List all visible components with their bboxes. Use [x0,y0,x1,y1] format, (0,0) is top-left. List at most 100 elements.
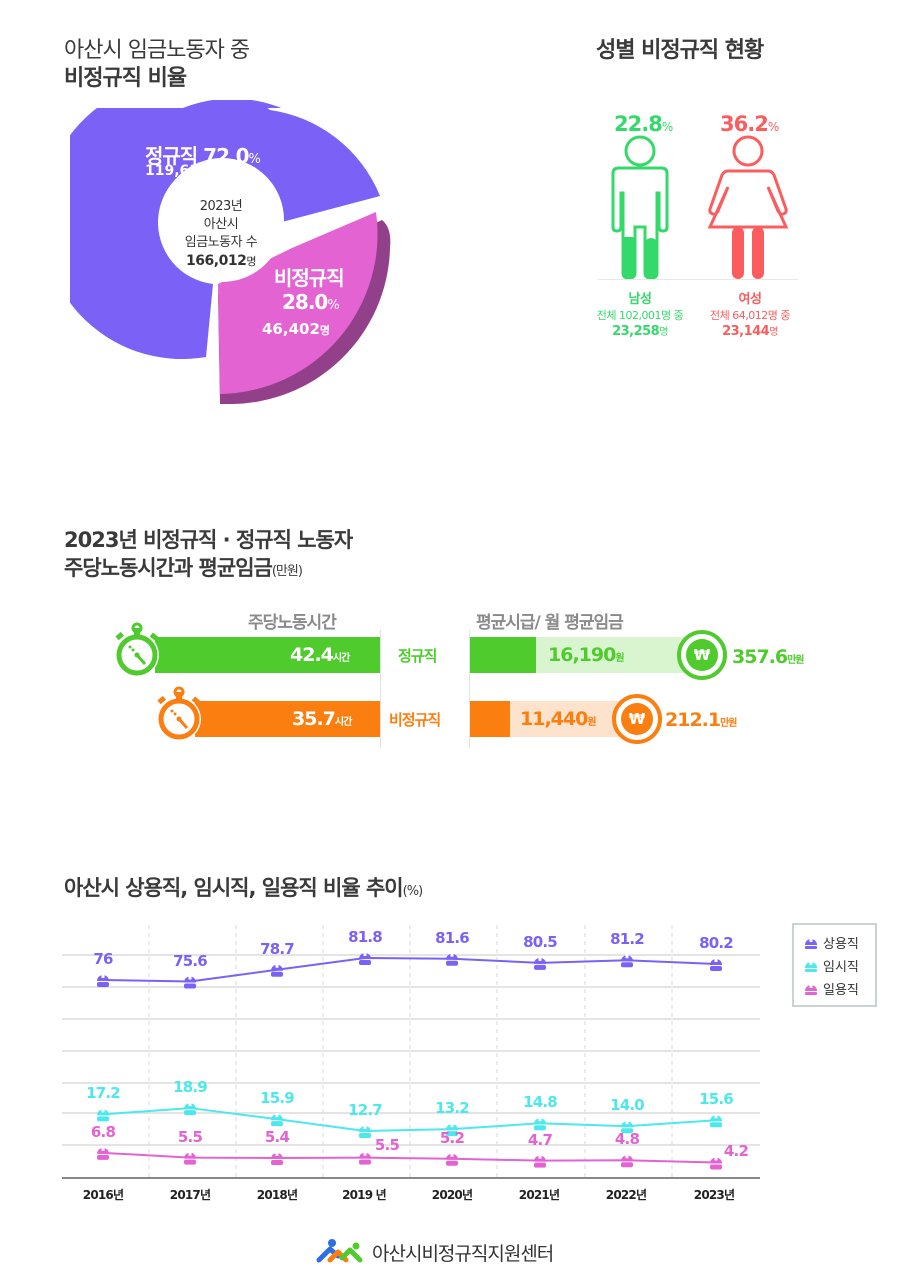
hardhat-marker-icon [534,1117,546,1131]
donut-overlay [70,108,400,408]
hardhat-marker-icon [534,1154,546,1168]
hardhat-marker-icon [446,1123,458,1137]
series-line [102,1107,717,1133]
hardhat-marker-icon [534,956,546,970]
nonregular-label: 비정규직 [274,266,345,290]
regular-hours-value: 42.4시간 [290,644,350,666]
hardhat-marker-icon [710,1156,722,1170]
data-label: 17.2 [86,1084,121,1103]
nonregular-slice [218,212,378,394]
hardhat-marker-icon [621,954,633,968]
x-tick: 2019 년 [342,1188,387,1202]
data-label: 76 [93,950,113,968]
x-tick: 2017년 [169,1188,211,1202]
vertical-gridlines [148,925,673,1178]
won-icon-nonregular: ₩ [612,694,662,744]
footer-org-name: 아산시비정규직지원센터 [372,1243,554,1265]
nonregular-hourly-bar [470,701,510,737]
female-info: 여성 전체 64,012명 중 23,144명 [710,292,790,339]
legend-item-temporary: 임시직 [804,954,875,977]
section3-title-line2: 주당노동시간과 평균임금(만원) [64,556,303,580]
data-label: 5.5 [374,1135,400,1154]
section1-title-line2: 비정규직 비율 [64,66,187,91]
hardhat-marker-icon [97,974,109,987]
hardhat-marker-icon [271,963,283,977]
data-label: 81.6 [435,928,470,947]
hardhat-marker-icon [710,958,722,972]
col-wage-header: 평균시급/ 월 평균임금 [476,613,624,633]
nonregular-hourly-value: 11,440원 [520,708,597,730]
data-label: 6.8 [90,1122,116,1141]
divider-left [380,630,381,748]
data-label: 75.6 [173,951,208,970]
hardhat-icon [805,960,817,972]
regular-hourly-value: 16,190원 [548,644,625,666]
section2-title: 성별 비정규직 현황 [596,38,764,63]
data-label: 4.7 [527,1130,553,1149]
data-label: 5.2 [439,1128,465,1147]
data-label: 5.4 [264,1128,290,1147]
nonregular-count: 46,402명 [262,320,331,338]
nonregular-hourly-bar-light [510,701,620,737]
stopwatch-icon [157,686,201,741]
hardhat-marker-icon [97,1108,109,1122]
donut-hole [160,158,284,282]
gender-baseline [598,279,798,280]
nonregular-hours-bar [195,701,380,737]
female-pct: 36.2% [720,112,779,136]
row-label-nonregular: 비정규직 [389,711,441,729]
data-label: 80.5 [523,932,558,951]
hardhat-marker-icon [359,1151,371,1165]
series-line [102,1151,717,1164]
x-tick: 2021년 [518,1188,560,1202]
won-icon-regular: ₩ [677,630,727,680]
hardhat-marker-icon [184,975,196,989]
legend-item-daily: 일용직 [804,977,875,1000]
col-hours-header: 주당노동시간 [248,613,337,633]
hardhat-marker-icon [710,1114,722,1128]
divider-right [469,630,470,748]
regular-hours-bar [155,637,380,673]
data-label: 18.9 [173,1078,208,1097]
x-tick: 2023년 [693,1188,735,1202]
data-label: 14.0 [610,1096,645,1115]
row-label-regular: 정규직 [398,647,437,665]
hardhat-marker-icon [271,1152,283,1166]
gridlines [62,954,760,1146]
logo-icon [316,1239,363,1263]
data-label: 12.7 [348,1101,383,1119]
hardhat-marker-icon [446,1152,458,1166]
hardhat-icon [805,937,817,949]
nonregular-hours-value: 35.7시간 [292,708,352,730]
nonregular-pct: 28.0% [282,290,340,314]
male-info: 남성 전체 102,001명 중 23,258명 [596,292,684,339]
x-tick: 2022년 [605,1188,647,1202]
x-tick: 2016년 [82,1188,124,1202]
section3-title-line1: 2023년 비정규직 · 정규직 노동자 [64,528,353,552]
data-label: 80.2 [699,934,734,953]
hardhat-icon [805,983,817,995]
legend-item-regular: 상용직 [804,931,875,954]
data-label: 15.9 [260,1089,295,1108]
stopwatch-icon [115,622,159,677]
hardhat-marker-icon [621,1120,633,1134]
hardhat-marker-icon [184,1102,196,1116]
section1-title-line1: 아산시 임금노동자 중 [64,38,250,63]
hardhat-marker-icon [271,1113,283,1127]
hardhat-marker-icon [184,1151,196,1165]
data-label: 81.8 [348,927,383,946]
regular-hourly-bar-light [536,637,691,673]
data-label: 4.8 [614,1130,640,1149]
data-label: 15.6 [699,1090,734,1109]
hardhat-marker-icon [359,951,371,965]
regular-hourly-bar [470,637,536,673]
data-label: 14.8 [523,1093,558,1112]
series-line [102,956,717,983]
regular-label: 정규직 72.0% [145,144,261,168]
section4-title: 아산시 상용직, 임시직, 일용직 비율 추이(%) [64,876,423,900]
donut-center-text: 2023년 아산시 임금노동자 수 166,012명 [184,199,258,269]
male-pct: 22.8% [614,112,673,136]
chart-legend: 상용직 임시직 일용직 [792,923,877,1007]
nonregular-monthly-value: 212.1만원 [665,709,738,731]
